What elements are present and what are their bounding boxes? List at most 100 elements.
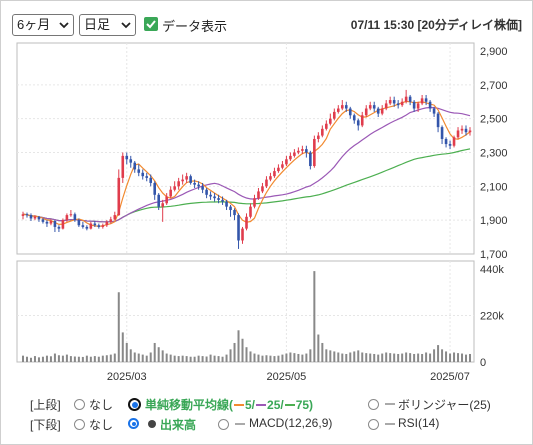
- volume-bar: [353, 351, 356, 362]
- volume-bar: [81, 356, 84, 362]
- candle-body: [253, 198, 256, 207]
- candle-body: [89, 223, 93, 229]
- candle-body: [372, 105, 376, 109]
- candle-body: [416, 103, 420, 109]
- x-tick-label: 2025/03: [107, 371, 147, 383]
- volume-bar: [101, 355, 104, 362]
- volume-label: 出来高: [160, 418, 197, 432]
- lower-none-radio[interactable]: [74, 419, 85, 430]
- rsi-radio[interactable]: [368, 419, 379, 430]
- upper-section-label: [上段]: [30, 398, 61, 412]
- candle-body: [325, 123, 328, 129]
- candle-body: [281, 164, 284, 168]
- bollinger-label: ボリンジャー(25): [398, 398, 491, 412]
- volume-bar: [465, 354, 468, 362]
- volume-bar: [61, 355, 64, 362]
- candle-body: [69, 214, 73, 216]
- volume-bar: [177, 356, 180, 362]
- candle-body: [153, 182, 157, 195]
- sma-25: 25/: [267, 398, 284, 412]
- candle-body: [109, 219, 113, 222]
- volume-bar: [409, 353, 412, 362]
- candle-body: [468, 130, 472, 133]
- candle-body: [340, 105, 344, 109]
- volume-bar: [217, 356, 220, 362]
- candle-body: [352, 115, 356, 121]
- candle-body: [444, 138, 448, 145]
- volume-bar: [429, 353, 432, 362]
- candle-body: [456, 130, 460, 138]
- volume-bar: [133, 352, 136, 362]
- candle-body: [149, 177, 153, 183]
- bollinger-radio[interactable]: [368, 399, 379, 410]
- candle-body: [65, 215, 69, 221]
- chart-toolbar: 6ヶ月 日足 データ表示 07/11 15:30 [20分ディレイ株価]: [12, 14, 522, 40]
- candle-body: [165, 196, 168, 204]
- volume-bar: [189, 356, 192, 362]
- volume-bar: [41, 356, 44, 362]
- candle-body: [237, 215, 240, 241]
- candle-body: [33, 216, 37, 219]
- candle-body: [348, 108, 352, 116]
- candle-body: [277, 167, 280, 172]
- price-tick-label: 2,300: [480, 148, 508, 160]
- volume-bar: [65, 354, 68, 362]
- volume-bar: [417, 353, 420, 362]
- candle-body: [209, 194, 212, 197]
- candle-body: [189, 176, 192, 183]
- macd-radio[interactable]: [218, 419, 229, 430]
- volume-bar: [209, 354, 212, 362]
- candle-body: [57, 226, 61, 229]
- volume-bar: [49, 356, 52, 362]
- candle-body: [25, 214, 29, 216]
- volume-bar: [317, 334, 320, 362]
- candle-body: [121, 155, 125, 178]
- volume-bar: [457, 353, 460, 362]
- timestamp: 07/11 15:30 [20分ディレイ株価]: [350, 18, 522, 32]
- volume-bar: [369, 353, 372, 362]
- volume-bar: [193, 356, 196, 362]
- volume-bar: [225, 354, 228, 362]
- candle-body: [37, 216, 41, 220]
- candle-body: [364, 108, 368, 116]
- volume-bar: [221, 356, 224, 362]
- volume-bar: [265, 355, 268, 362]
- volume-bar: [401, 353, 404, 362]
- candle-body: [45, 221, 49, 224]
- candle-body: [73, 214, 77, 221]
- period-select[interactable]: 6ヶ月: [12, 14, 74, 36]
- candle-body: [289, 155, 292, 160]
- sma-radio[interactable]: [128, 398, 141, 411]
- volume-bar: [385, 352, 388, 362]
- volume-bar: [237, 330, 240, 362]
- volume-bar: [297, 353, 300, 362]
- volume-bar: [45, 355, 48, 362]
- candle-body: [404, 96, 408, 102]
- candle-body: [81, 225, 85, 227]
- upper-none-radio[interactable]: [74, 399, 85, 410]
- ma25-swatch: [256, 403, 267, 406]
- volume-bar: [201, 356, 204, 362]
- volume-bar: [109, 354, 112, 362]
- volume-bar: [357, 350, 360, 362]
- candle-body: [428, 101, 432, 109]
- volume-bar: [309, 349, 312, 362]
- candle-body: [125, 155, 129, 160]
- volume-bar: [281, 354, 284, 362]
- upper-none-label: なし: [89, 398, 114, 412]
- candle-body: [213, 196, 216, 199]
- volume-bar: [93, 356, 96, 362]
- bollinger-swatch: [385, 403, 395, 405]
- volume-radio[interactable]: [128, 418, 139, 429]
- price-tick-label: 2,500: [480, 114, 508, 126]
- candle-body: [221, 199, 224, 202]
- volume-bar: [325, 349, 328, 362]
- show-data-checkbox[interactable]: [144, 17, 158, 31]
- interval-select[interactable]: 日足: [79, 14, 136, 36]
- candle-body: [201, 186, 204, 190]
- volume-bar: [69, 356, 72, 362]
- volume-panel: [16, 260, 475, 363]
- candle-body: [181, 179, 184, 182]
- volume-bar: [77, 356, 80, 362]
- volume-bar: [345, 353, 348, 362]
